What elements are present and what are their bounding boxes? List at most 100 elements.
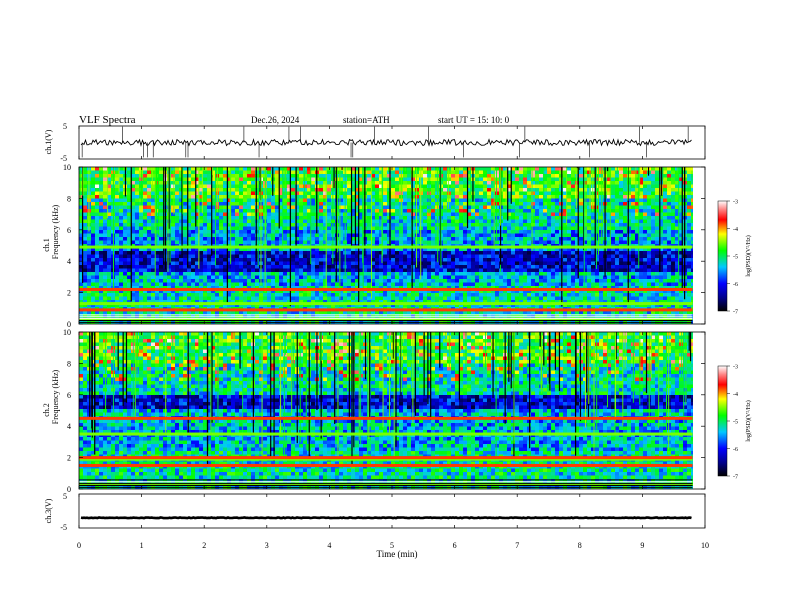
spectrogram-cell (127, 226, 132, 231)
spectrogram-cell (239, 254, 244, 259)
spectrogram-cell (335, 202, 340, 206)
spectrogram-cell (303, 258, 308, 262)
spectrogram-cell (255, 279, 260, 283)
spectrogram-cell (171, 268, 176, 273)
spectrogram-cell (159, 167, 164, 171)
spectrogram-cell (375, 279, 380, 283)
spectrogram-cell (87, 265, 92, 269)
spectrogram-cell (219, 275, 224, 280)
spectrogram-cell (307, 223, 312, 227)
spectrogram-cell (91, 237, 96, 241)
spectrogram-cell (155, 258, 160, 262)
spectrogram-cell (395, 286, 400, 290)
spectrogram-cell (267, 237, 272, 241)
spectrogram-cell (359, 181, 364, 185)
spectrogram-cell (359, 240, 364, 245)
spectrogram-cell (395, 174, 400, 178)
spectrogram-cell (183, 198, 188, 203)
spectrogram-cell (359, 286, 364, 290)
spectrogram-cell (403, 258, 408, 262)
spectrogram-cell (327, 188, 332, 192)
spectrogram-cell (203, 265, 208, 269)
spectrogram-cell (435, 209, 440, 213)
spectrogram-cell (287, 226, 292, 231)
spectrogram-cell (303, 230, 308, 234)
spectrogram-cell (367, 167, 372, 171)
spectrogram-cell (183, 233, 188, 238)
spectrogram-cell (423, 272, 428, 276)
spectrogram-cell (247, 282, 252, 287)
spectrogram-cell (363, 279, 368, 283)
spectrogram-cell (267, 212, 272, 217)
spectrogram-cell (383, 261, 388, 266)
spectrogram-cell (195, 226, 200, 231)
spectrogram-cell (447, 286, 452, 290)
spectrogram-cell (139, 233, 144, 238)
spectrogram-cell (267, 167, 272, 171)
spectrogram-cell (243, 198, 248, 203)
spectrogram-cell (471, 240, 476, 245)
spectrogram-cell (375, 216, 380, 220)
spectrogram-cell (447, 219, 452, 224)
spectrogram-cell (511, 226, 516, 231)
spectrogram-cell (123, 282, 128, 287)
spectrogram-cell (423, 174, 428, 178)
spectrogram-cell (355, 223, 360, 227)
spectrogram-cell (435, 310, 440, 315)
spectrogram-cell (179, 212, 184, 217)
spectrogram-cell (231, 191, 236, 196)
spectrogram-cell (79, 184, 84, 189)
spectrogram-cell (383, 226, 388, 231)
spectrogram-cell (179, 282, 184, 287)
spectrogram-cell (151, 265, 156, 269)
spectrogram-cell (455, 314, 460, 318)
spectrogram-cell (131, 261, 136, 266)
spectrogram-cell (503, 181, 508, 185)
spectrogram-cell (507, 170, 512, 175)
spectrogram-cell (195, 314, 200, 318)
spectrogram-cell (299, 303, 304, 308)
spectrogram-cell (83, 296, 88, 301)
spectrogram-cell (247, 300, 252, 304)
spectrogram-cell (119, 177, 124, 182)
spectrogram-cell (131, 195, 136, 199)
spectrogram-cell (291, 268, 296, 273)
spectrogram-cell (339, 251, 344, 255)
spectrogram-cell (451, 184, 456, 189)
spectrogram-cell (131, 191, 136, 196)
spectrogram-cell (451, 216, 456, 220)
spectrogram-cell (211, 233, 216, 238)
spectrogram-cell (307, 209, 312, 213)
spectrogram-cell (339, 198, 344, 203)
spectrogram-cell (355, 314, 360, 318)
spectrogram-cell (319, 289, 324, 294)
spectrogram-cell (307, 233, 312, 238)
spectrogram-cell (371, 226, 376, 231)
spectrogram-cell (187, 177, 192, 182)
spectrogram-cell (327, 223, 332, 227)
spectrogram-cell (95, 261, 100, 266)
spectrogram-cell (467, 191, 472, 196)
spectrogram-cell (491, 279, 496, 283)
spectrogram-cell (351, 191, 356, 196)
spectrogram-cell (355, 188, 360, 192)
spectrogram-cell (387, 219, 392, 224)
spectrogram-cell (339, 230, 344, 234)
spectrogram-cell (511, 195, 516, 199)
spectrogram-cell (443, 314, 448, 318)
spectrogram-cell (187, 181, 192, 185)
spectrogram-cell (223, 205, 228, 210)
spectrogram-cell (123, 198, 128, 203)
spectrogram-cell (507, 216, 512, 220)
spectrogram-cell (127, 170, 132, 175)
spectrogram-cell (479, 314, 484, 318)
spectrogram-cell (115, 247, 120, 252)
spectrogram-cell (495, 184, 500, 189)
spectrogram-cell (99, 181, 104, 185)
spectrogram-cell (175, 184, 180, 189)
spectrogram-cell (319, 167, 324, 171)
spectrogram-cell (303, 212, 308, 217)
spectrogram-cell (247, 240, 252, 245)
spectrogram-cell (339, 170, 344, 175)
spectrogram-cell (515, 209, 520, 213)
